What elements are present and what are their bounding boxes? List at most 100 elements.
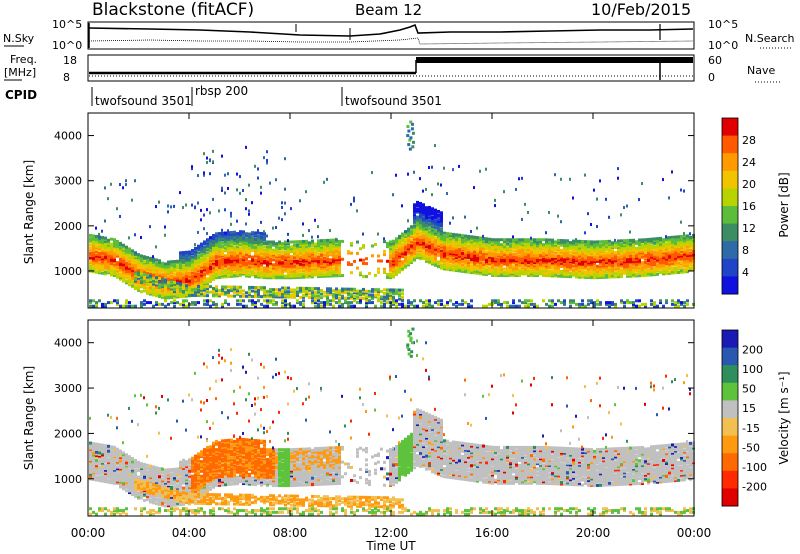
range-cell	[404, 262, 407, 266]
range-cell	[197, 272, 200, 276]
range-cell	[131, 259, 134, 263]
range-cell	[326, 299, 329, 303]
range-cell	[149, 260, 152, 264]
range-cell	[113, 243, 116, 247]
range-cell	[464, 245, 467, 249]
range-cell	[263, 232, 266, 236]
range-cell	[662, 256, 665, 260]
range-cell	[428, 244, 431, 248]
range-cell	[395, 242, 398, 246]
range-cell	[230, 294, 233, 298]
range-cell	[458, 249, 461, 253]
range-cell	[209, 304, 212, 308]
range-cell	[509, 267, 512, 271]
range-cell	[302, 302, 305, 306]
range-cell	[464, 236, 467, 240]
range-cell	[386, 272, 389, 276]
range-cell	[362, 291, 365, 295]
range-cell	[515, 246, 518, 250]
range-cell	[470, 245, 473, 249]
range-cell	[320, 268, 323, 272]
range-cell	[530, 243, 533, 247]
range-cell	[167, 284, 170, 288]
range-cell	[485, 268, 488, 272]
range-cell	[191, 302, 194, 306]
range-cell	[497, 248, 500, 251]
range-cell	[215, 248, 218, 252]
range-cell	[170, 266, 173, 270]
range-cell	[221, 274, 224, 278]
range-cell	[338, 262, 341, 266]
range-cell	[614, 260, 617, 264]
range-cell	[497, 269, 500, 273]
range-cell	[98, 232, 100, 236]
range-cell	[581, 241, 584, 245]
range-cell	[518, 262, 521, 266]
range-cell	[407, 229, 410, 233]
range-cell	[422, 208, 425, 212]
range-cell	[578, 304, 581, 308]
range-cell	[182, 264, 185, 268]
range-cell	[581, 252, 584, 256]
range-cell	[494, 198, 496, 202]
range-cell	[224, 272, 227, 276]
range-cell	[227, 257, 230, 261]
range-cell	[551, 271, 554, 275]
range-cell	[230, 287, 233, 291]
range-cell	[638, 256, 641, 260]
range-cell	[98, 269, 101, 273]
range-cell	[167, 275, 170, 279]
range-cell	[209, 276, 212, 280]
range-cell	[113, 254, 116, 258]
range-cell	[410, 254, 413, 258]
range-cell	[221, 304, 224, 308]
range-cell	[605, 259, 608, 263]
range-cell	[446, 240, 449, 244]
range-cell	[377, 270, 380, 274]
range-cell	[293, 290, 296, 294]
range-cell	[608, 264, 611, 268]
range-cell	[560, 250, 563, 254]
range-cell	[647, 255, 650, 259]
range-cell	[575, 275, 578, 279]
range-cell	[179, 274, 182, 278]
range-cell	[572, 247, 575, 251]
range-cell	[149, 258, 152, 262]
range-cell	[302, 290, 305, 294]
range-cell	[131, 276, 134, 280]
range-cell	[248, 287, 251, 291]
range-cell	[395, 173, 397, 177]
range-cell	[482, 267, 485, 271]
range-cell	[200, 265, 203, 269]
range-cell	[110, 301, 113, 305]
range-cell	[251, 273, 254, 277]
range-cell	[299, 243, 302, 247]
range-cell	[500, 252, 503, 256]
range-cell	[551, 304, 554, 308]
range-cell	[656, 269, 659, 273]
range-cell	[143, 268, 146, 272]
range-cell	[605, 270, 608, 274]
range-cell	[335, 246, 338, 250]
range-cell	[662, 241, 665, 245]
range-cell	[146, 256, 149, 260]
range-cell	[302, 274, 305, 278]
range-cell	[335, 243, 338, 247]
range-cell	[635, 248, 638, 252]
range-cell	[260, 240, 263, 244]
range-cell	[158, 262, 161, 266]
range-cell	[476, 270, 479, 274]
range-cell	[281, 201, 283, 205]
range-cell	[410, 244, 413, 248]
range-cell	[179, 295, 182, 299]
range-cell	[482, 251, 485, 255]
range-cell	[530, 272, 533, 276]
range-cell	[311, 257, 314, 261]
range-cell	[326, 255, 329, 259]
range-cell	[659, 259, 662, 263]
range-cell	[512, 259, 515, 263]
range-cell	[290, 207, 292, 211]
range-cell	[485, 243, 488, 247]
range-cell	[119, 253, 122, 257]
range-cell	[155, 264, 158, 268]
